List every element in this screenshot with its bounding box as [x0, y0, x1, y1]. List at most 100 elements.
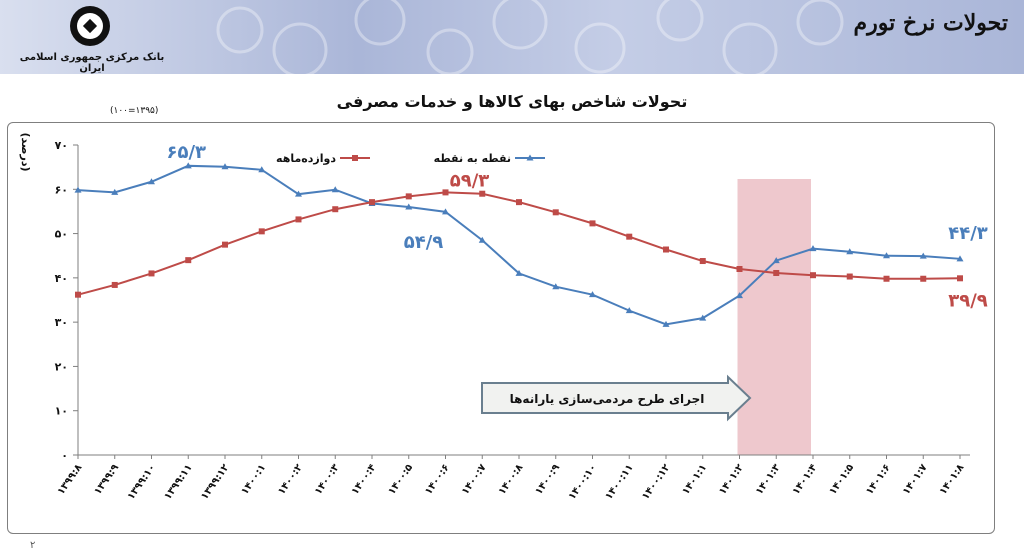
data-point [626, 233, 633, 240]
data-point [295, 216, 302, 223]
data-point [442, 189, 449, 196]
data-point [736, 266, 743, 272]
data-point [111, 188, 119, 195]
value-annotation: ۵۴/۹ [404, 232, 444, 253]
x-tick-label: ۱۴۰۰:۱۲ [640, 462, 672, 502]
data-point [662, 320, 670, 327]
value-annotation: ۳۹/۹ [948, 290, 988, 311]
data-point [625, 307, 633, 314]
y-tick-label: ۰ [61, 449, 68, 462]
data-point [846, 273, 853, 280]
series-line-1 [77, 191, 961, 296]
x-tick-label: ۱۳۹۹:۹ [92, 462, 121, 497]
banner-pattern [216, 0, 844, 74]
data-point [663, 246, 669, 253]
data-point [442, 208, 449, 215]
data-point [221, 163, 229, 170]
x-tick-label: ۱۴۰۰:۸ [497, 462, 526, 497]
data-point [810, 272, 816, 279]
data-point [957, 275, 963, 282]
data-point [516, 199, 522, 206]
y-tick-label: ۲۰ [55, 360, 68, 373]
x-tick-label: ۱۴۰۱:۷ [901, 462, 930, 497]
data-point [956, 255, 964, 262]
x-tick-label: ۱۴۰۱:۶ [864, 462, 893, 497]
base-year-note: (۱۰۰=۱۳۹۵) [110, 106, 159, 116]
data-point [515, 269, 523, 276]
x-tick-label: ۱۴۰۰:۷ [460, 462, 489, 497]
bank-logo-icon [70, 6, 110, 46]
x-tick-label: ۱۴۰۰:۳ [313, 462, 342, 497]
data-point [699, 314, 707, 321]
data-point [258, 166, 266, 173]
x-tick-label: ۱۴۰۱:۴ [791, 462, 820, 497]
x-tick-label: ۱۴۰۰:۹ [533, 462, 562, 497]
chart-title: تحولات شاخص بهای کالاها و خدمات مصرفی [336, 92, 688, 111]
data-point [148, 270, 155, 277]
x-tick-label: ۱۴۰۱:۳ [754, 462, 783, 497]
data-point [369, 199, 375, 206]
data-point [552, 209, 559, 216]
data-point [74, 186, 82, 193]
y-tick-label: ۴۰ [55, 272, 68, 285]
y-axis-label: (درصد) [19, 132, 32, 171]
data-point [75, 291, 81, 298]
bank-name: بانک مرکزی جمهوری اسلامی ایران [19, 52, 165, 74]
legend-label-1: دوازده‌ماهه [276, 152, 336, 165]
x-tick-label: ۱۳۹۹:۱۲ [199, 462, 231, 502]
x-tick-label: ۱۳۹۹:۸ [56, 462, 85, 497]
value-annotation: ۶۵/۳ [166, 142, 206, 163]
x-tick-label: ۱۴۰۰:۲ [276, 462, 305, 497]
data-point [185, 257, 192, 264]
data-point [222, 241, 228, 248]
data-point [883, 252, 890, 259]
x-tick-label: ۱۴۰۰:۵ [386, 462, 415, 497]
x-tick-label: ۱۴۰۰:۶ [423, 462, 452, 497]
data-point [920, 275, 927, 282]
x-tick-label: ۱۳۹۹:۱۰ [126, 462, 158, 502]
y-tick-label: ۷۰ [55, 139, 68, 152]
data-point [809, 245, 817, 252]
data-point [331, 186, 339, 193]
series-line-0 [77, 164, 961, 326]
data-point [552, 283, 560, 290]
value-annotation: ۵۹/۳ [450, 170, 490, 191]
data-point [479, 190, 486, 197]
data-point [295, 190, 302, 197]
data-point [111, 281, 118, 288]
x-tick-label: ۱۴۰۱:۲ [717, 462, 746, 497]
y-tick-label: ۵۰ [55, 228, 68, 241]
data-point [846, 248, 854, 255]
subsidy-arrow-shape [481, 374, 752, 422]
data-point [919, 252, 927, 259]
x-tick-label: ۱۴۰۱:۱ [680, 462, 709, 497]
x-tick-label: ۱۴۰۱:۵ [827, 462, 856, 497]
data-point [773, 269, 780, 276]
x-tick-label: ۱۴۰۱:۸ [938, 462, 967, 497]
data-point [405, 193, 412, 200]
legend-label-0: نقطه به نقطه [434, 152, 511, 165]
subsidy-arrow-label: اجرای طرح مردمی‌سازی یارانه‌ها [510, 392, 705, 406]
x-tick-label: ۱۴۰۰:۱۰ [567, 462, 599, 502]
x-tick-label: ۱۴۰۰:۱ [239, 462, 268, 497]
y-tick-label: ۶۰ [55, 183, 68, 196]
legend-marker [526, 154, 534, 161]
page-title: تحولات نرخ تورم [853, 10, 1008, 36]
data-point [148, 178, 155, 185]
page-number: ۲ [30, 540, 36, 551]
data-point [772, 257, 780, 264]
highlight-band [737, 179, 811, 455]
header-banner: بانک مرکزی جمهوری اسلامی ایران تحولات نر… [0, 0, 1024, 74]
data-point [736, 292, 743, 299]
value-annotation: ۴۴/۳ [948, 223, 988, 244]
data-point [332, 206, 339, 213]
data-point [883, 275, 890, 282]
y-tick-label: ۳۰ [55, 316, 68, 329]
y-tick-label: ۱۰ [55, 405, 68, 418]
data-point [258, 228, 265, 235]
data-point [699, 258, 706, 265]
data-point [589, 291, 596, 298]
x-tick-label: ۱۳۹۹:۱۱ [162, 462, 194, 502]
data-point [478, 236, 486, 243]
